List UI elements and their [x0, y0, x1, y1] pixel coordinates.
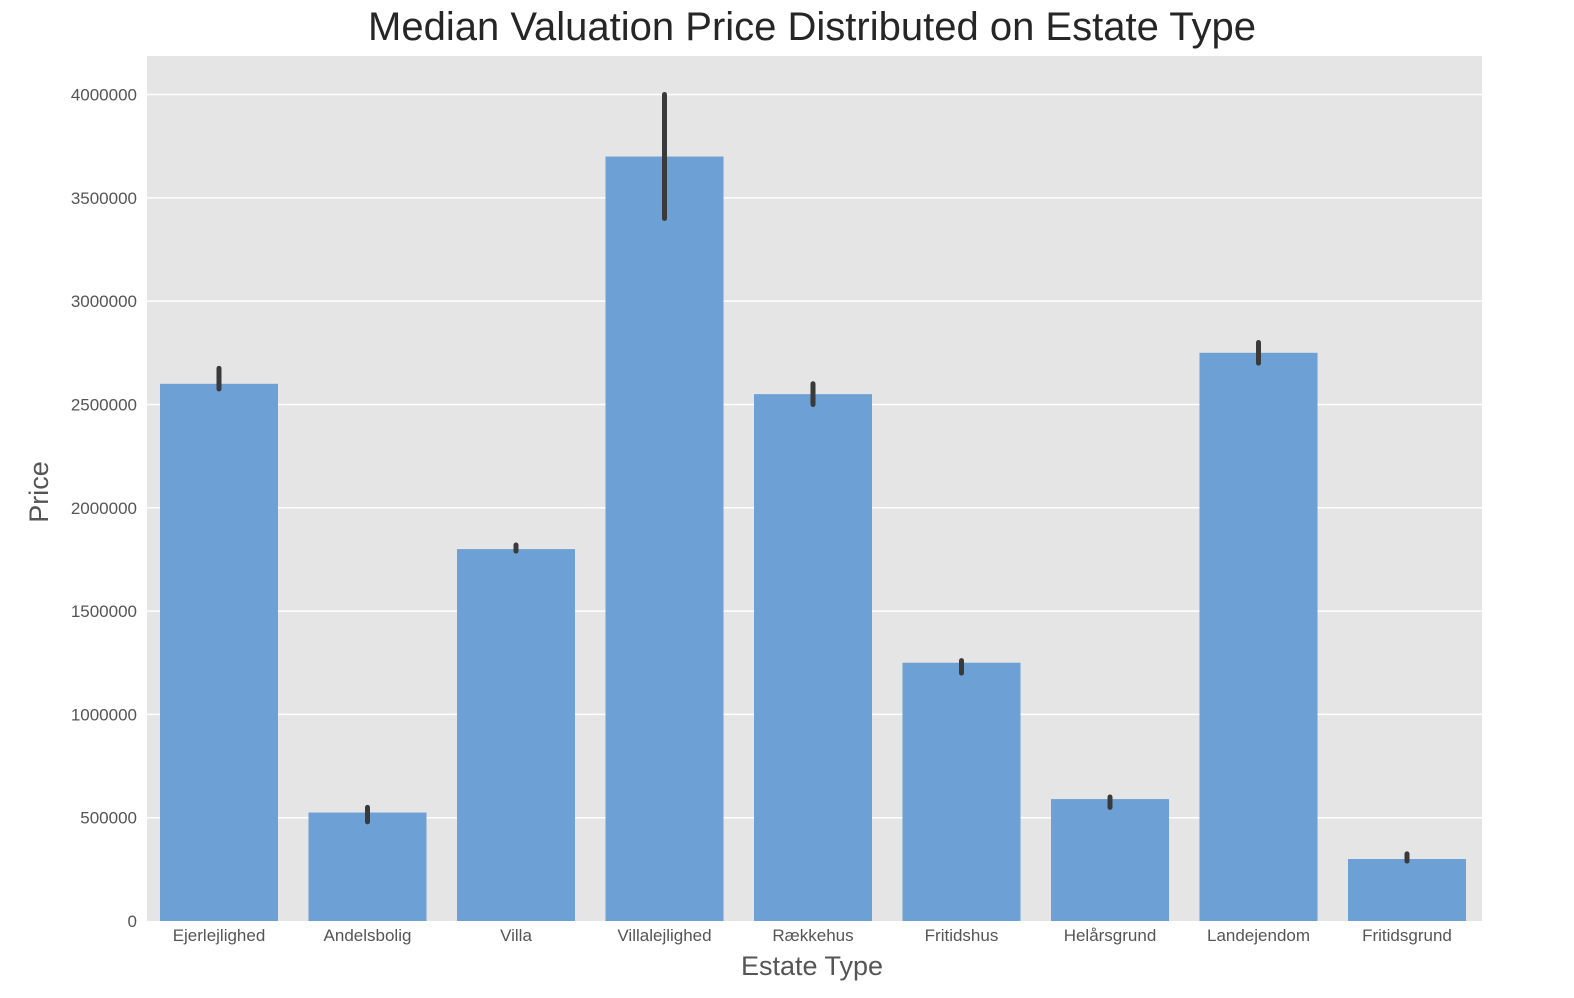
y-tick-label: 2500000	[71, 395, 137, 414]
y-tick-labels: 0 500000 1000000 1500000 2000000 2500000 30000…	[71, 86, 137, 931]
y-tick-label: 500000	[80, 809, 137, 828]
bar-villalejlighed	[605, 156, 724, 922]
x-tick-label: Rækkehus	[772, 926, 853, 945]
x-tick-label: Ejerlejlighed	[173, 926, 266, 945]
y-tick-label: 3000000	[71, 292, 137, 311]
x-tick-label: Villa	[500, 926, 532, 945]
x-tick-label: Andelsbolig	[324, 926, 412, 945]
bar-andelsbolig	[308, 812, 427, 921]
y-tick-label: 2000000	[71, 499, 137, 518]
x-tick-label: Helårsgrund	[1064, 926, 1157, 945]
y-tick-label: 1500000	[71, 602, 137, 621]
x-axis-label: Estate Type	[741, 951, 883, 981]
y-tick-label: 1000000	[71, 705, 137, 724]
bar-fritidsgrund	[1348, 859, 1466, 921]
x-tick-label: Fritidsgrund	[1362, 926, 1452, 945]
y-axis-label: Price	[24, 461, 54, 523]
bar-landejendom	[1199, 352, 1318, 921]
x-tick-label: Villalejlighed	[617, 926, 711, 945]
bar-rækkehus	[754, 394, 872, 921]
error-bars	[216, 92, 1410, 864]
x-tick-label: Landejendom	[1207, 926, 1310, 945]
bars	[160, 156, 1466, 922]
x-tick-label: Fritidshus	[925, 926, 999, 945]
y-tick-label: 4000000	[71, 86, 137, 105]
chart-title: Median Valuation Price Distributed on Es…	[368, 5, 1256, 49]
bar-helårsgrund	[1051, 799, 1169, 921]
y-tick-label: 0	[128, 912, 137, 931]
x-tick-labels: Ejerlejlighed Andelsbolig Villa Villalejlig…	[173, 926, 1452, 945]
bar-ejerlejlighed	[160, 383, 278, 921]
y-tick-label: 3500000	[71, 189, 137, 208]
bar-fritidshus	[902, 662, 1021, 921]
bar-villa	[457, 549, 575, 921]
